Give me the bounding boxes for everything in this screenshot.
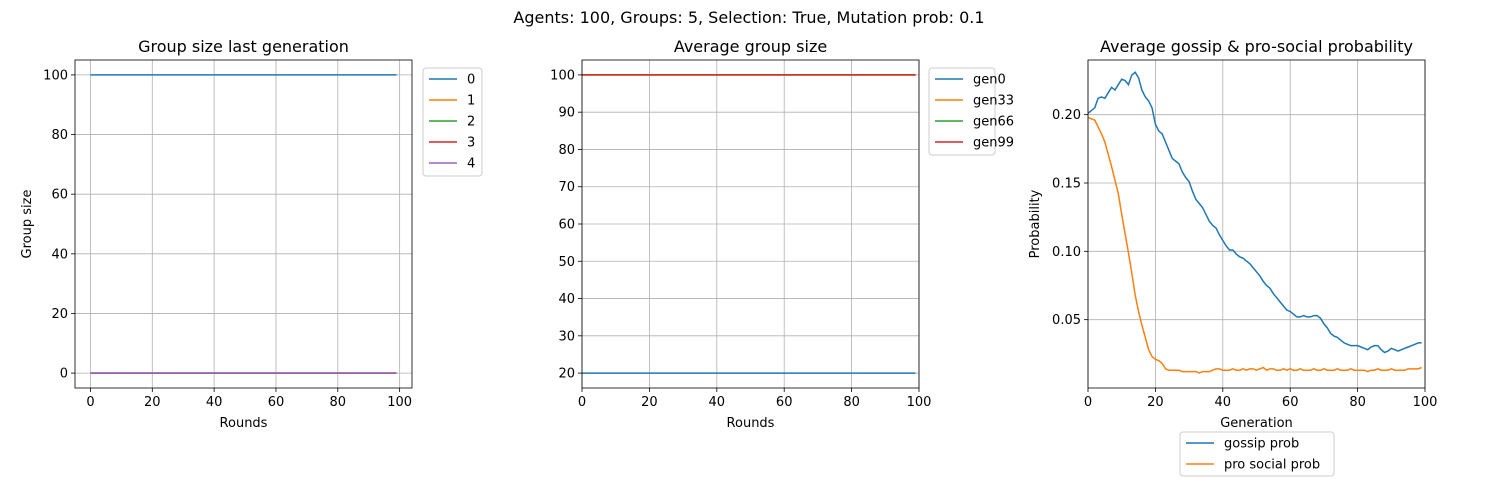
y-tick-label: 90 — [558, 106, 575, 121]
legend-label: gen66 — [973, 115, 1014, 130]
legend-label: gen99 — [973, 136, 1014, 151]
x-tick-label: 80 — [330, 395, 347, 410]
y-tick-label: 100 — [550, 68, 575, 83]
y-tick-label: 20 — [558, 367, 575, 382]
y-tick-label: 70 — [558, 180, 575, 195]
y-tick-label: 0.05 — [1052, 313, 1081, 328]
x-tick-label: 0 — [578, 395, 586, 410]
x-tick-label: 40 — [709, 395, 726, 410]
figure-suptitle: Agents: 100, Groups: 5, Selection: True,… — [513, 8, 984, 27]
x-tick-label: 40 — [1215, 395, 1232, 410]
axes-frame — [74, 59, 413, 389]
y-tick-label: 40 — [51, 247, 68, 262]
y-tick-label: 40 — [558, 292, 575, 307]
chart-title: Average gossip & pro-social probability — [1100, 37, 1413, 56]
legend-label: 4 — [467, 157, 475, 172]
legend-label: gen33 — [973, 94, 1014, 109]
legend-label: 3 — [467, 136, 475, 151]
x-tick-label: 80 — [843, 395, 860, 410]
legend-label: gen0 — [973, 73, 1006, 88]
x-tick-label: 100 — [1413, 395, 1438, 410]
legend: gen0 gen33 gen66 gen99 — [928, 67, 1014, 156]
legend-label: gossip prob — [1224, 437, 1299, 452]
legend-label: 2 — [467, 115, 475, 130]
y-tick-label: 0.15 — [1052, 177, 1081, 192]
y-tick-label: 0.20 — [1052, 108, 1081, 123]
x-axis-label: Rounds — [220, 416, 268, 431]
y-tick-label: 60 — [558, 218, 575, 233]
y-axis-label: Probability — [1028, 189, 1043, 258]
y-tick-label: 100 — [43, 68, 68, 83]
x-tick-label: 20 — [1147, 395, 1164, 410]
x-tick-label: 80 — [1349, 395, 1366, 410]
y-tick-label: 60 — [51, 188, 68, 203]
x-tick-label: 40 — [206, 395, 223, 410]
legend-label: 0 — [467, 73, 475, 88]
legend-box — [928, 67, 996, 156]
y-tick-label: 50 — [558, 255, 575, 270]
axes-frame — [1087, 59, 1426, 389]
y-tick-label: 80 — [51, 128, 68, 143]
legend: 0 1 2 3 4 — [422, 67, 483, 177]
x-tick-label: 60 — [268, 395, 285, 410]
y-tick-label: 30 — [558, 329, 575, 344]
x-tick-label: 100 — [387, 395, 412, 410]
legend-label: 1 — [467, 94, 475, 109]
y-tick-label: 0.10 — [1052, 245, 1081, 260]
y-tick-label: 80 — [558, 143, 575, 158]
legend-label: pro social prob — [1224, 458, 1320, 473]
y-tick-label: 0 — [60, 367, 68, 382]
x-tick-label: 20 — [144, 395, 161, 410]
legend-box — [1179, 431, 1335, 477]
x-tick-label: 0 — [1084, 395, 1092, 410]
series-line-gossip-prob — [1088, 71, 1422, 354]
y-tick-label: 20 — [51, 307, 68, 322]
x-tick-label: 20 — [641, 395, 658, 410]
x-tick-label: 100 — [907, 395, 932, 410]
x-tick-label: 60 — [1282, 395, 1299, 410]
chart-title: Group size last generation — [138, 37, 349, 56]
x-tick-label: 60 — [776, 395, 793, 410]
series-line-pro-social-prob — [1088, 116, 1422, 374]
x-axis-label: Rounds — [727, 416, 775, 431]
y-axis-label: Group size — [20, 190, 35, 259]
x-axis-label: Generation — [1220, 416, 1293, 431]
legend: gossip prob pro social prob — [1179, 431, 1335, 477]
legend-box — [422, 67, 483, 177]
chart-panel-3: 0 20 40 60 80 100 0.05 0.10 0.15 0.20 Average goss… — [1028, 37, 1438, 477]
chart-title: Average group size — [674, 37, 827, 56]
x-tick-label: 0 — [86, 395, 94, 410]
